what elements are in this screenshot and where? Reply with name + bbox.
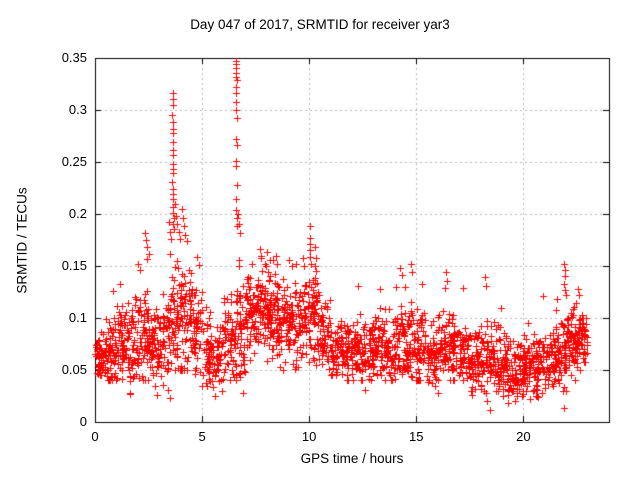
y-tick-label: 0.25 — [61, 154, 87, 169]
y-tick-label: 0.1 — [68, 310, 87, 325]
y-tick-label: 0 — [79, 414, 87, 429]
y-tick-label: 0.05 — [61, 362, 87, 377]
y-tick-label: 0.3 — [68, 102, 87, 117]
x-tick-label: 10 — [301, 429, 317, 444]
y-tick-label: 0.15 — [61, 258, 87, 273]
x-axis-label: GPS time / hours — [300, 451, 404, 466]
x-tick-label: 5 — [198, 429, 206, 444]
y-tick-label: 0.2 — [68, 206, 87, 221]
x-tick-label: 20 — [516, 429, 531, 444]
x-tick-label: 0 — [91, 429, 99, 444]
x-tick-label: 15 — [409, 429, 424, 444]
y-tick-label: 0.35 — [61, 50, 87, 65]
